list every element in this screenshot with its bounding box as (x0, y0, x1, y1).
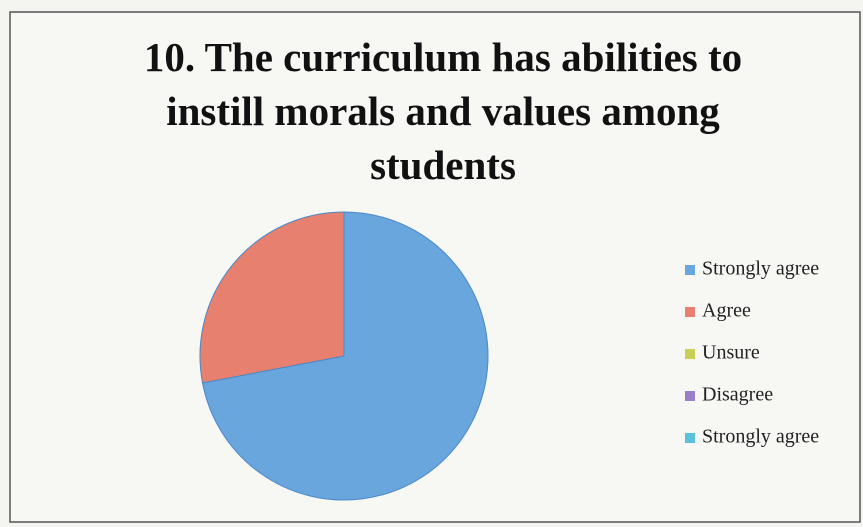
pie-slice (201, 211, 489, 501)
legend-label: Unsure (702, 342, 760, 364)
legend-swatch (685, 349, 695, 359)
legend-swatch (685, 307, 695, 317)
legend-swatch (685, 433, 695, 443)
legend-swatch (685, 391, 695, 401)
legend-label: Strongly agree (702, 426, 819, 448)
legend-swatch (685, 265, 695, 275)
pie-slice (199, 211, 345, 384)
chart-title: 10. The curriculum has abilities to inst… (143, 34, 743, 188)
legend-label: Disagree (702, 384, 773, 406)
legend-label: Agree (702, 300, 751, 322)
legend-label: Strongly agree (702, 258, 819, 280)
